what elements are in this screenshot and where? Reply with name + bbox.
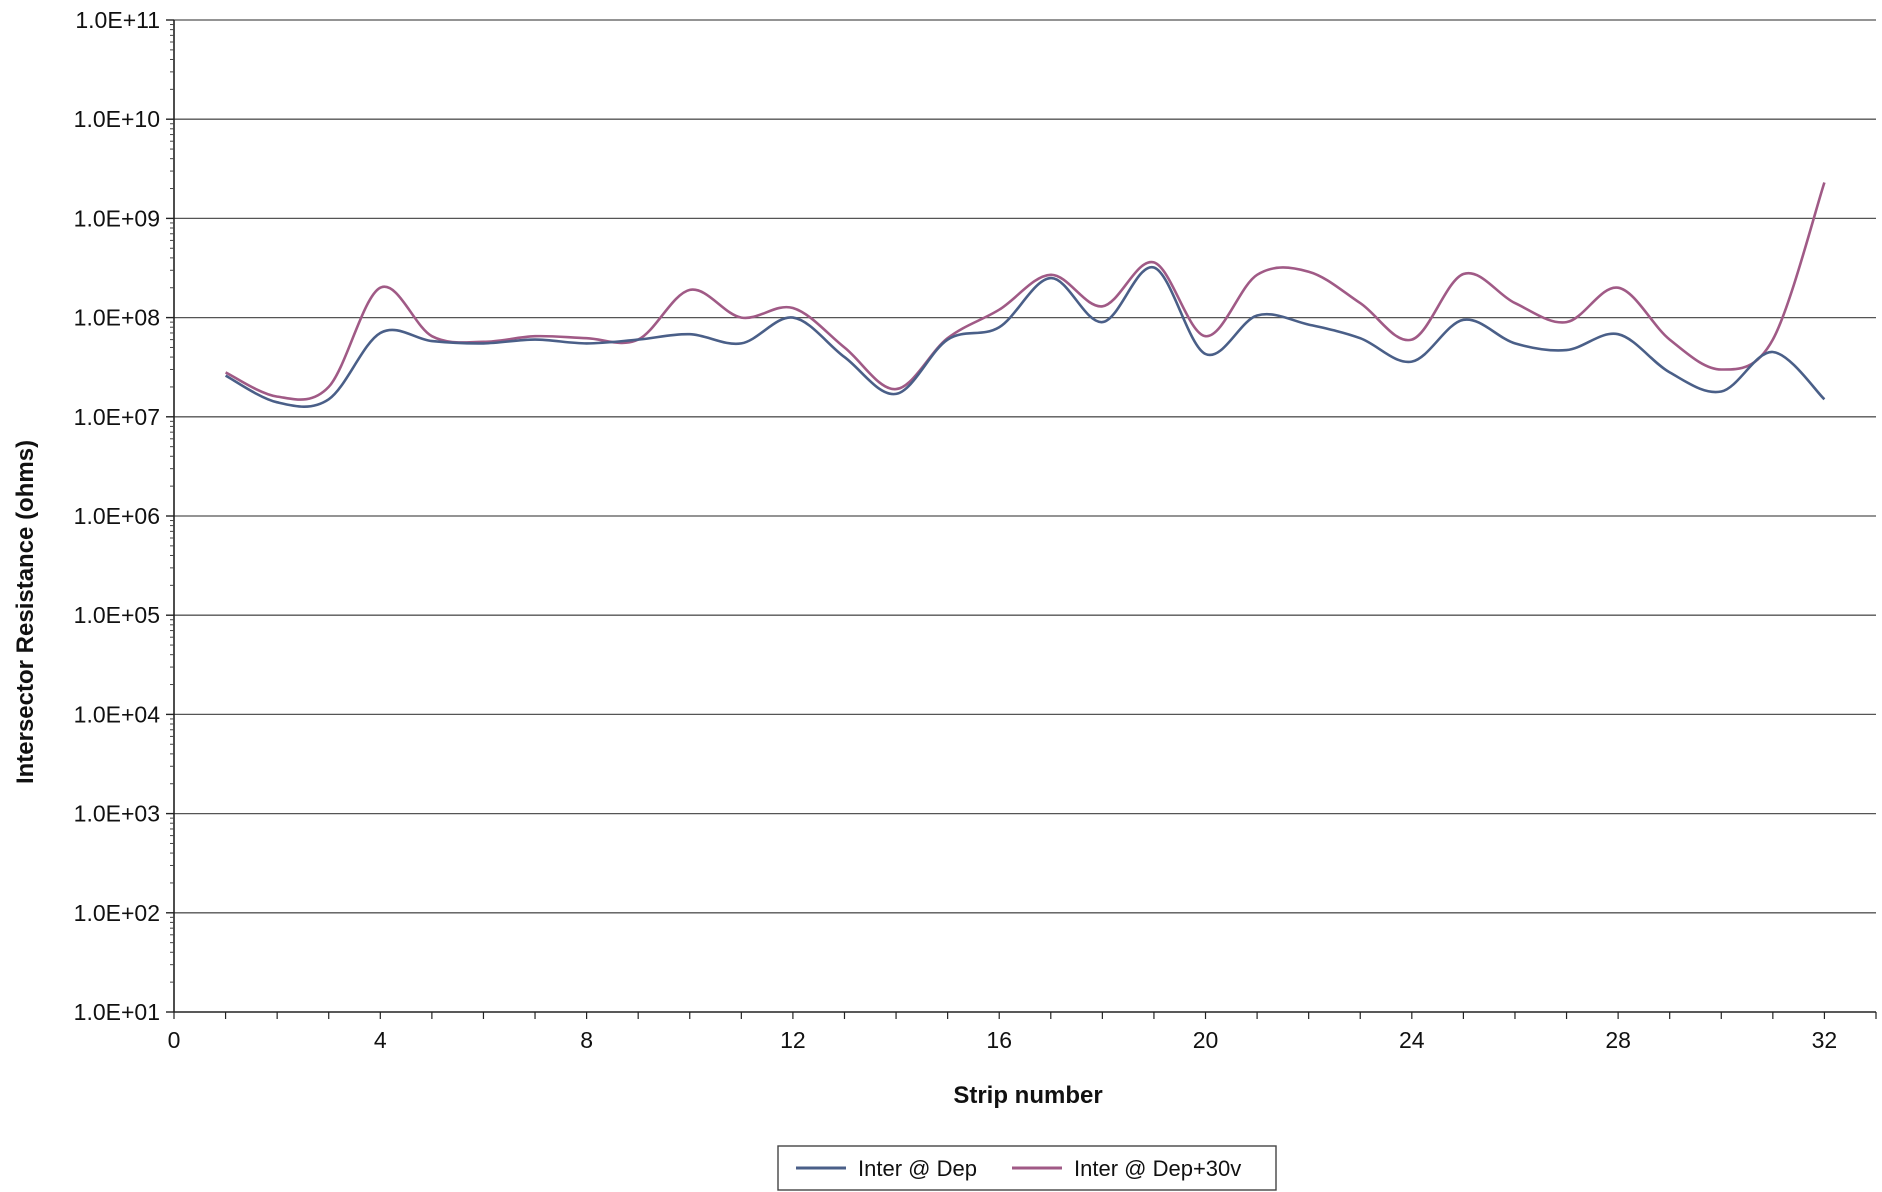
- legend-label-inter-dep: Inter @ Dep: [858, 1156, 977, 1181]
- series-line-inter-dep-30v: [225, 182, 1826, 401]
- x-tick-label: 20: [1193, 1027, 1219, 1053]
- y-tick-label: 1.0E+08: [74, 305, 160, 331]
- y-tick-label: 1.0E+05: [74, 602, 160, 628]
- x-tick-labels: 0 4 8 12 16 20 24 28 32: [168, 1012, 1877, 1053]
- x-axis-title: Strip number: [953, 1082, 1102, 1109]
- y-tick-label: 1.0E+04: [74, 701, 161, 727]
- y-tick-label: 1.0E+07: [74, 404, 160, 430]
- legend: Inter @ Dep Inter @ Dep+30v: [777, 1145, 1277, 1191]
- y-tick-label: 1.0E+01: [74, 999, 160, 1025]
- x-tick-label: 16: [986, 1027, 1012, 1053]
- y-tick-label: 1.0E+02: [74, 900, 160, 926]
- x-tick-label: 32: [1812, 1027, 1838, 1053]
- y-tick-label: 1.0E+11: [75, 7, 160, 33]
- grid-lines: [174, 19, 1876, 914]
- legend-label-inter-dep-30v: Inter @ Dep+30v: [1074, 1156, 1241, 1181]
- x-tick-label: 8: [580, 1027, 593, 1053]
- y-tick-label: 1.0E+06: [74, 503, 160, 529]
- y-axis-title: Intersector Resistance (ohms): [12, 440, 39, 784]
- x-tick-label: 28: [1605, 1027, 1631, 1053]
- x-tick-label: 4: [374, 1027, 387, 1053]
- x-tick-label: 0: [168, 1027, 181, 1053]
- x-tick-label: 24: [1399, 1027, 1425, 1053]
- series-lines: [224, 182, 1826, 408]
- y-tick-label: 1.0E+09: [74, 205, 160, 231]
- x-tick-label: 12: [780, 1027, 806, 1053]
- y-tick-labels: 1.0E+01 1.0E+02 1.0E+03 1.0E+04 1.0E+05 1.0E+…: [74, 7, 174, 1025]
- series-line-inter-dep: [224, 266, 1826, 408]
- y-tick-label: 1.0E+10: [74, 106, 160, 132]
- y-tick-label: 1.0E+03: [74, 801, 160, 827]
